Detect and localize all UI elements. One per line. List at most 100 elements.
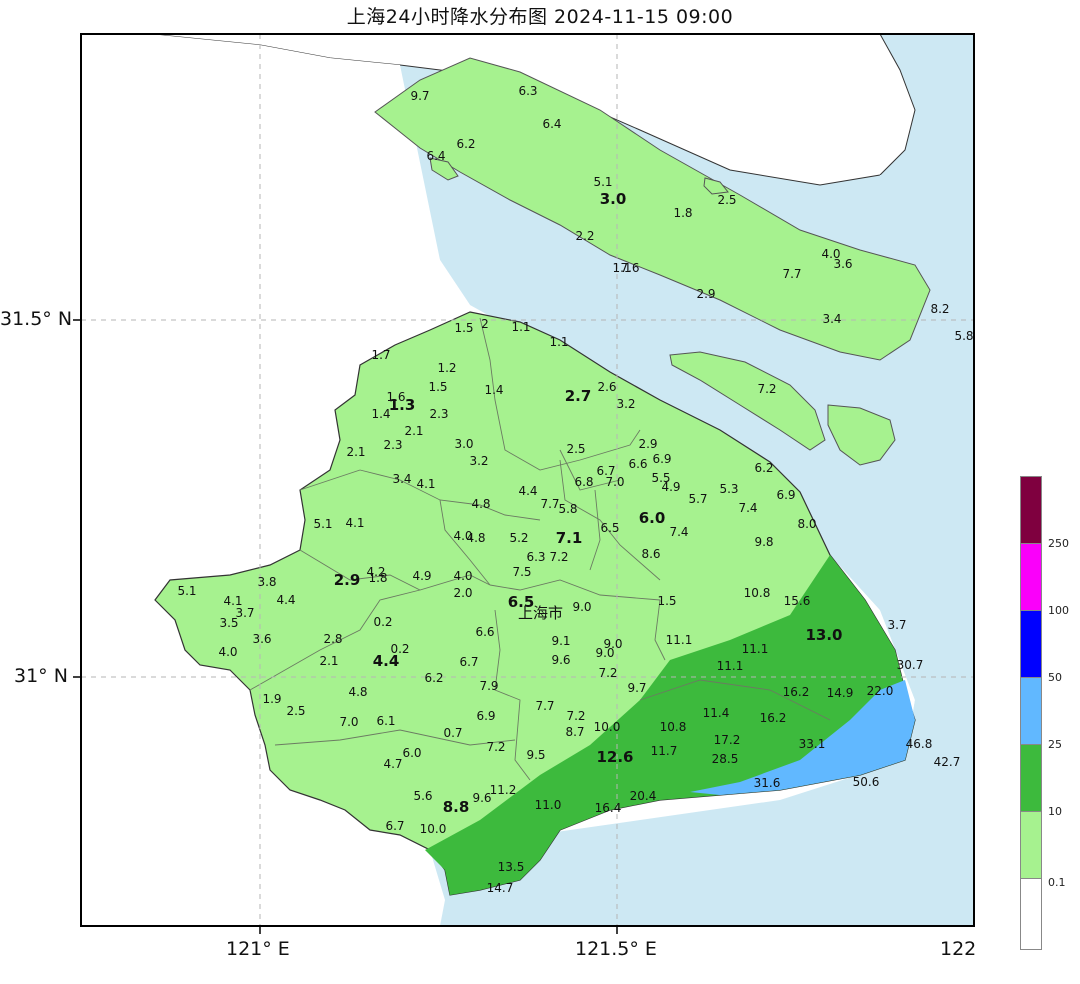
legend-tick-50: 50 xyxy=(1048,671,1062,684)
station-value: 6.2 xyxy=(424,671,443,685)
station-value: 9.1 xyxy=(551,634,570,648)
station-value: 3.4 xyxy=(822,312,841,326)
small-islet xyxy=(429,157,459,181)
changxing-island xyxy=(669,351,826,451)
station-value: 3.5 xyxy=(219,616,238,630)
station-value: 8.7 xyxy=(565,725,584,739)
station-value: 16.2 xyxy=(760,711,787,725)
district-value: 3.0 xyxy=(600,190,627,208)
district-value: 13.0 xyxy=(805,626,842,644)
station-value: 6.7 xyxy=(596,464,615,478)
station-value: 6.4 xyxy=(426,149,445,163)
city-label: 上海市 xyxy=(518,604,563,622)
station-value: 7.4 xyxy=(738,501,757,515)
station-value: 4.0 xyxy=(218,645,237,659)
station-value: 5.1 xyxy=(177,584,196,598)
legend-tick-25: 25 xyxy=(1048,738,1062,751)
station-value: 4.7 xyxy=(383,757,402,771)
map-title: 上海24小时降水分布图 2024-11-15 09:00 xyxy=(346,6,734,28)
legend-swatch-10-25 xyxy=(1020,744,1042,812)
station-value: 22.0 xyxy=(867,684,894,698)
station-value: 6.9 xyxy=(776,488,795,502)
station-value: 33.1 xyxy=(799,737,826,751)
station-value: 5.5 xyxy=(651,471,670,485)
station-value: 4.4 xyxy=(276,593,295,607)
station-value: 30.7 xyxy=(897,658,924,672)
station-value: 1.8 xyxy=(368,571,387,585)
district-value: 2.9 xyxy=(334,571,361,589)
station-value: 2.8 xyxy=(323,632,342,646)
legend-swatch-100-250 xyxy=(1020,543,1042,611)
station-value: 10.8 xyxy=(744,586,771,600)
station-value: 11.1 xyxy=(717,659,744,673)
station-value: 4.0 xyxy=(453,529,472,543)
station-value: 1.1 xyxy=(612,261,631,275)
station-value: 7.9 xyxy=(479,679,498,693)
station-value: 0.2 xyxy=(373,615,392,629)
station-value: 4.4 xyxy=(518,484,537,498)
station-value: 2.3 xyxy=(429,407,448,421)
station-value: 4.9 xyxy=(412,569,431,583)
station-value: 4.9 xyxy=(661,480,680,494)
station-value: 3.2 xyxy=(469,454,488,468)
station-value: 31.6 xyxy=(754,776,781,790)
legend-tick-250: 250 xyxy=(1048,537,1069,550)
station-value: 4.0 xyxy=(453,569,472,583)
station-value: 6.7 xyxy=(385,819,404,833)
station-value: 5.2 xyxy=(509,531,528,545)
station-value: 4.8 xyxy=(466,531,485,545)
station-value: 8.0 xyxy=(797,517,816,531)
station-value: 5.1 xyxy=(593,175,612,189)
station-value: 2.5 xyxy=(717,193,736,207)
small-islet-2 xyxy=(703,177,729,195)
station-value: 9.6 xyxy=(551,653,570,667)
station-value: 0.7 xyxy=(443,726,462,740)
legend-swatch-below-0-1 xyxy=(1020,878,1042,950)
station-value: 2.5 xyxy=(566,442,585,456)
station-value: 5.8 xyxy=(558,502,577,516)
station-value: 20.4 xyxy=(630,789,657,803)
hengsha-island xyxy=(827,404,896,466)
station-value: 1.2 xyxy=(437,361,456,375)
station-value: 1.8 xyxy=(673,206,692,220)
station-value: 1.5 xyxy=(428,380,447,394)
station-value: 50.6 xyxy=(853,775,880,789)
district-value: 12.6 xyxy=(596,748,633,766)
station-value: 7.6 xyxy=(620,261,639,275)
legend-tick-10: 10 xyxy=(1048,805,1062,818)
station-value: 7.7 xyxy=(535,699,554,713)
band-10-25 xyxy=(425,555,915,895)
station-value: 6.4 xyxy=(542,117,561,131)
station-value: 4.1 xyxy=(345,516,364,530)
lat-label-31: 31° N xyxy=(14,665,68,687)
station-value: 14.7 xyxy=(487,881,514,895)
axis-ticks xyxy=(73,319,618,934)
station-value: 2.1 xyxy=(404,424,423,438)
station-value: 9.8 xyxy=(754,535,773,549)
station-values: 9.7 6.36.46.26.45.11.82.52.21.17.64.03.67… xyxy=(177,84,973,895)
station-value: 6.2 xyxy=(456,137,475,151)
station-value: 1.4 xyxy=(484,383,503,397)
district-value: 1.3 xyxy=(389,396,416,414)
station-value: 5.7 xyxy=(688,492,707,506)
station-value: 5.1 xyxy=(313,517,332,531)
chongming-island xyxy=(374,57,931,361)
station-value: 9.0 xyxy=(595,646,614,660)
station-value: 11.4 xyxy=(703,706,730,720)
station-value: 6.0 xyxy=(402,746,421,760)
station-value: 1.5 xyxy=(657,594,676,608)
station-value: 10.8 xyxy=(660,720,687,734)
station-value: 3.6 xyxy=(252,632,271,646)
station-value: 5.6 xyxy=(413,789,432,803)
station-value: 2.5 xyxy=(286,704,305,718)
graticule xyxy=(81,34,974,926)
station-value: 5.3 xyxy=(719,482,738,496)
station-value: 1.9 xyxy=(262,692,281,706)
station-value: 3.6 xyxy=(833,257,852,271)
lon-label-122: 122 xyxy=(940,938,977,960)
station-value: 8.6 xyxy=(641,547,660,561)
station-value: 7.7 xyxy=(540,497,559,511)
station-value: 2.9 xyxy=(638,437,657,451)
station-value: 28.5 xyxy=(712,752,739,766)
